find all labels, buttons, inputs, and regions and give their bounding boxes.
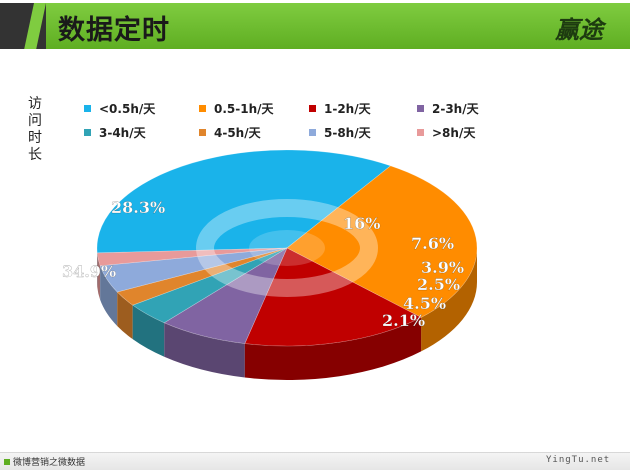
footer-bar [0, 452, 630, 470]
pie-data-label: 16% [343, 214, 380, 233]
pie-data-label: 7.6% [411, 234, 454, 253]
footer-watermark: YingTu.net [546, 455, 610, 465]
pie-data-label: 2.5% [417, 275, 460, 294]
footer-caption: 微博营销之微数据 [4, 455, 85, 468]
pie-data-label: 34.9% [62, 262, 116, 281]
footer-square-icon [4, 459, 10, 465]
pie-data-label: 2.1% [382, 311, 425, 330]
footer-caption-text: 微博营销之微数据 [13, 458, 85, 468]
pie-highlight-hub [249, 230, 325, 266]
pie-data-label: 28.3% [111, 198, 165, 217]
